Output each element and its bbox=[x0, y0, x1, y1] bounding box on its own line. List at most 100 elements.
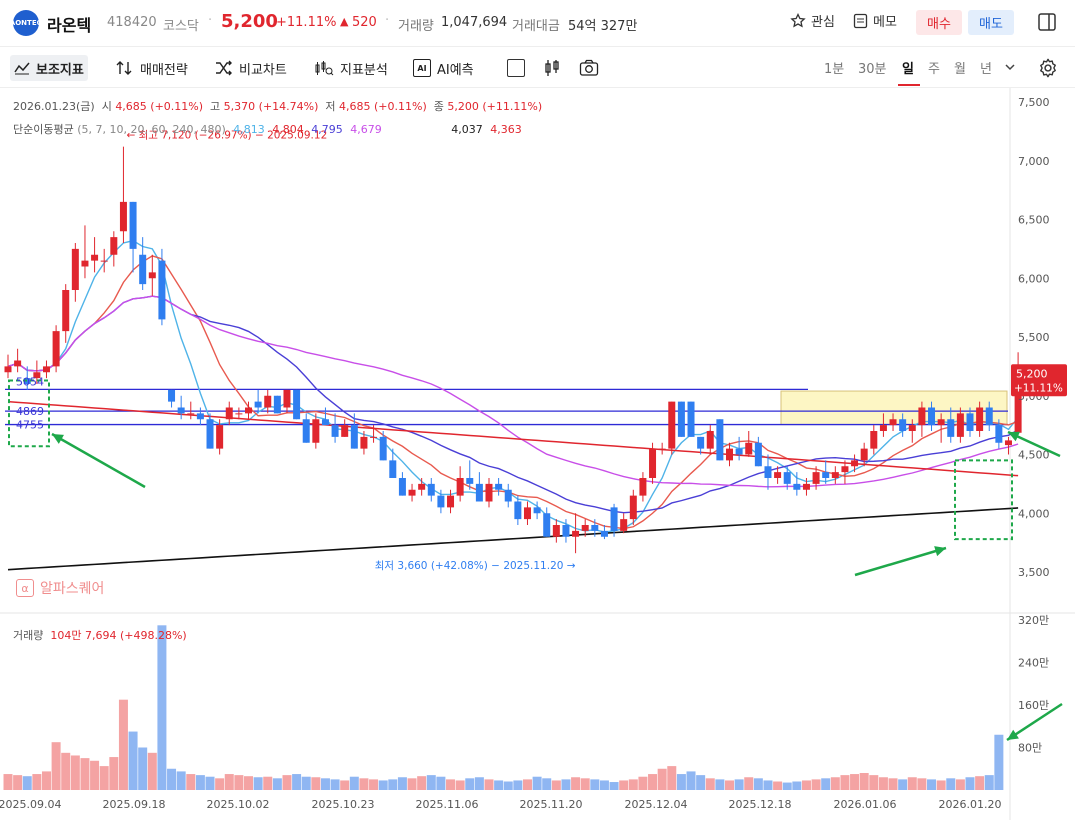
volume-bar bbox=[51, 742, 61, 790]
candle-body bbox=[283, 389, 291, 408]
high-value: 5,370 (+14.74%) bbox=[223, 100, 319, 113]
candle-body bbox=[687, 401, 695, 437]
close-label: 종 bbox=[433, 100, 444, 113]
strategy-button[interactable]: 매매전략 bbox=[112, 55, 192, 81]
ma-value: 4,037 bbox=[451, 123, 483, 136]
indicators-button[interactable]: 보조지표 bbox=[10, 55, 88, 81]
period-30min[interactable]: 30분 bbox=[858, 62, 887, 77]
x-tick-label: 2025.11.20 bbox=[520, 798, 583, 811]
ma-value: 4,679 bbox=[350, 123, 382, 136]
volume-bar bbox=[446, 779, 456, 790]
ai-chip-icon: AI bbox=[413, 59, 431, 77]
candle-body bbox=[321, 419, 329, 426]
candle-body bbox=[543, 513, 551, 537]
volume-bar bbox=[628, 779, 638, 790]
volume-bar bbox=[638, 776, 648, 790]
candle-body bbox=[235, 413, 243, 415]
candle-body bbox=[148, 272, 156, 279]
period-month[interactable]: 월 bbox=[954, 62, 966, 77]
volume-bar bbox=[753, 778, 763, 790]
candle-body bbox=[620, 519, 628, 531]
volume-bar bbox=[99, 766, 109, 790]
candle-body bbox=[985, 407, 993, 426]
candle-body bbox=[139, 254, 147, 285]
volume-tick-label: 80만 bbox=[1018, 742, 1042, 755]
volume-bar bbox=[465, 778, 475, 790]
volume-bar bbox=[850, 774, 860, 790]
y-tick-label: 7,500 bbox=[1018, 96, 1050, 109]
volume-bar bbox=[195, 775, 205, 790]
candle-body bbox=[851, 460, 859, 467]
screenshot-button[interactable] bbox=[575, 55, 603, 81]
volume-bar bbox=[244, 776, 253, 790]
volume-bar bbox=[397, 777, 407, 790]
candle-body bbox=[370, 436, 378, 438]
stock-header: RAONTECH 라온텍 418420 코스닥 · 5,200 +11.11% … bbox=[0, 0, 1075, 46]
volume-bar bbox=[955, 779, 965, 790]
x-tick-label: 2025.11.06 bbox=[416, 798, 479, 811]
volume-bar bbox=[369, 779, 379, 790]
compare-chart-button[interactable]: 비교차트 bbox=[211, 55, 291, 81]
period-day[interactable]: 일 bbox=[902, 62, 914, 77]
candle-body bbox=[908, 425, 916, 431]
candle-body bbox=[437, 495, 445, 508]
volume-bar bbox=[965, 777, 975, 790]
candle-body bbox=[81, 260, 89, 267]
price-chart[interactable]: 7,5007,0006,5006,0005,5005,0004,5004,000… bbox=[0, 88, 1075, 820]
candle-body bbox=[177, 407, 185, 414]
volume-bar bbox=[378, 780, 388, 790]
candle-body bbox=[716, 419, 724, 461]
volume-tick-label: 320만 bbox=[1018, 614, 1049, 627]
volume-bar bbox=[532, 776, 542, 790]
candle-body bbox=[533, 507, 541, 514]
volume-bar bbox=[22, 776, 32, 790]
memo-button[interactable]: 메모 bbox=[853, 11, 897, 30]
indicator-analysis-button[interactable]: 지표분석 bbox=[310, 55, 392, 81]
candle-body bbox=[754, 442, 762, 467]
chevron-down-icon[interactable] bbox=[1004, 61, 1016, 73]
volume-bar bbox=[744, 777, 754, 790]
ai-predict-button[interactable]: AI AI예측 bbox=[409, 55, 478, 81]
volume-info: 거래량 104만 7,694 (+498.28%) bbox=[13, 627, 187, 643]
low-annotation: 최저 3,660 (+42.08%) − 2025.11.20 → bbox=[375, 560, 576, 572]
checkbox-toggle[interactable] bbox=[503, 55, 529, 81]
candle-body bbox=[610, 507, 618, 531]
candle-body bbox=[976, 407, 984, 431]
volume-bar bbox=[599, 780, 609, 790]
side-panel-icon[interactable] bbox=[1037, 12, 1057, 32]
favorite-button[interactable]: 관심 bbox=[790, 11, 835, 30]
candle-type-button[interactable] bbox=[539, 55, 565, 81]
volume-bar bbox=[359, 778, 369, 790]
candle-body bbox=[23, 378, 31, 384]
ohlc-info: 2026.01.23(금) 시 4,685 (+0.11%) 고 5,370 (… bbox=[13, 98, 542, 114]
alpha-square-watermark: α 알파스퀘어 bbox=[16, 578, 104, 598]
candle-body bbox=[947, 419, 955, 437]
buy-button[interactable]: 매수 bbox=[916, 10, 962, 35]
candle-body bbox=[4, 366, 12, 373]
volume-bar bbox=[407, 778, 417, 790]
candle-body bbox=[889, 419, 897, 426]
stock-name: 라온텍 bbox=[47, 16, 92, 35]
volume-bar bbox=[821, 778, 831, 790]
ma-params: (5, 7, 10, 20, 60, 240, 480) bbox=[77, 123, 226, 136]
y-tick-label: 4,500 bbox=[1018, 449, 1050, 462]
volume-bar bbox=[157, 625, 167, 790]
candle-body bbox=[475, 483, 483, 502]
candle-body bbox=[831, 472, 839, 478]
candle-body bbox=[42, 366, 50, 373]
volume-bar bbox=[147, 752, 157, 790]
volume-bar bbox=[272, 778, 282, 790]
sell-button[interactable]: 매도 bbox=[968, 10, 1014, 35]
gear-icon[interactable] bbox=[1037, 57, 1059, 79]
candle-body bbox=[71, 248, 79, 290]
period-1min[interactable]: 1분 bbox=[824, 62, 845, 77]
period-year[interactable]: 년 bbox=[980, 62, 992, 77]
price-tag-percent: +11.11% bbox=[1014, 382, 1063, 394]
camera-icon bbox=[579, 59, 599, 76]
period-week[interactable]: 주 bbox=[928, 62, 940, 77]
candle-body bbox=[706, 431, 714, 449]
open-value: 4,685 (+0.11%) bbox=[115, 100, 204, 113]
candle-body bbox=[600, 530, 608, 537]
candle-body bbox=[485, 483, 493, 502]
volume-bar bbox=[811, 779, 821, 790]
